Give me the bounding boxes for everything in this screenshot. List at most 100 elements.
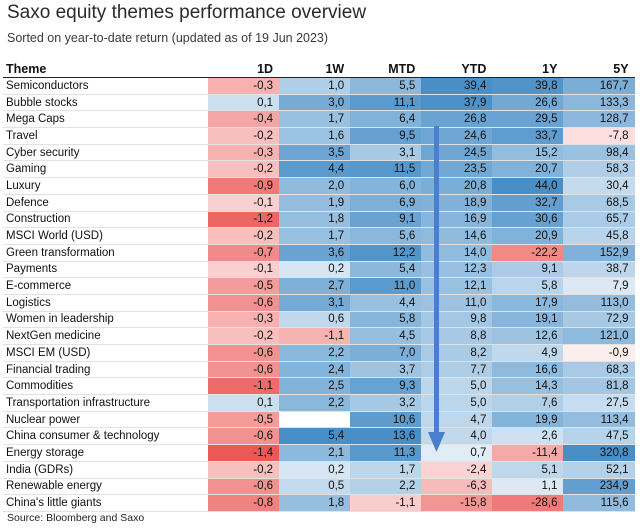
table-row: China consumer & technology -0,6 5,4 13,6 4,… [3, 428, 635, 446]
value-cell: -7,8 [563, 128, 635, 144]
table-row: Mega Caps -0,4 1,7 6,4 26,8 29,5 128,7 [3, 111, 635, 129]
value-cell: 9,8 [421, 311, 493, 328]
value-cell: 3,5 [279, 144, 351, 161]
value-cell: 47,5 [563, 428, 635, 445]
value-cell: -0,2 [208, 128, 280, 144]
value-cell: 16,9 [421, 211, 493, 228]
value-cell: 121,0 [563, 328, 635, 344]
value-cell: 167,7 [563, 78, 635, 94]
value-cell: 2,4 [279, 361, 351, 378]
value-cell: -2,4 [421, 461, 493, 478]
value-cell: 2,2 [279, 345, 351, 361]
column-header: 5Y [613, 61, 629, 76]
value-cell: -0,9 [563, 345, 635, 361]
value-cell: 3,1 [350, 144, 422, 161]
value-cell: -1,4 [208, 445, 280, 461]
value-cell: 4,5 [350, 328, 422, 344]
theme-name: Cyber security [6, 146, 80, 159]
value-cell: 68,5 [563, 194, 635, 211]
value-cell: 1,7 [279, 111, 351, 128]
theme-name: Commodities [6, 380, 74, 393]
table-row: Renewable energy -0,6 0,5 2,2 -6,3 1,1 234,9 [3, 478, 635, 496]
value-cell: 16,6 [492, 361, 564, 378]
theme-name: Gaming [6, 163, 47, 176]
value-cell: -0,8 [208, 495, 280, 511]
theme-name: Semiconductors [6, 79, 89, 92]
value-cell: -0,2 [208, 461, 280, 478]
value-cell: 7,9 [563, 278, 635, 294]
value-cell: 12,3 [421, 261, 493, 278]
value-cell: -0,6 [208, 428, 280, 445]
value-cell: 65,7 [563, 211, 635, 228]
value-cell: 11,5 [350, 161, 422, 178]
value-cell: -0,1 [208, 261, 280, 278]
table-row: Defence -0,1 1,9 6,9 18,9 32,7 68,5 [3, 194, 635, 212]
value-cell: 20,7 [492, 161, 564, 178]
value-cell: -0,5 [208, 411, 280, 428]
value-cell: 9,5 [350, 128, 422, 144]
value-cell: -0,3 [208, 311, 280, 328]
value-cell: 3,1 [279, 294, 351, 311]
column-header: 1Y [542, 61, 558, 76]
table-row: Energy storage -1,4 2,1 11,3 0,7 -11,4 320,8 [3, 445, 635, 462]
value-cell: -0,1 [208, 194, 280, 211]
value-cell: 1,7 [350, 461, 422, 478]
table-row: Financial trading -0,6 2,4 3,7 7,7 16,6 68,3 [3, 361, 635, 379]
value-cell: 4,4 [350, 294, 422, 311]
value-cell: 6,9 [350, 194, 422, 211]
table-row: China's little giants -0,8 1,8 -1,1 -15,8 -28… [3, 495, 635, 512]
value-cell [279, 412, 350, 428]
value-cell: 9,1 [492, 261, 564, 278]
value-cell: -0,4 [208, 111, 280, 128]
value-cell: 1,8 [279, 495, 351, 511]
theme-name: Payments [6, 263, 58, 276]
value-cell: 39,8 [492, 78, 564, 94]
table-row: Green transformation -0,7 3,6 12,2 14,0 -22,2… [3, 244, 635, 262]
value-cell: 133,3 [563, 94, 635, 111]
theme-name: Mega Caps [6, 113, 65, 126]
value-cell: 2,2 [279, 395, 351, 411]
column-header: Theme [6, 61, 47, 76]
value-cell: -0,3 [208, 144, 280, 161]
value-cell: -0,5 [208, 278, 280, 294]
value-cell: 1,9 [279, 194, 351, 211]
value-cell: 9,3 [350, 378, 422, 395]
value-cell: -6,3 [421, 478, 493, 495]
column-header: 1D [257, 61, 274, 76]
table-row: Construction -1,2 1,8 9,1 16,9 30,6 65,7 [3, 211, 635, 229]
value-cell: 4,9 [492, 345, 564, 361]
value-cell: 5,4 [279, 428, 351, 445]
theme-name: China's little giants [6, 497, 102, 510]
value-cell: 1,7 [279, 228, 351, 244]
theme-name: Defence [6, 196, 49, 209]
value-cell: 2,0 [279, 178, 351, 194]
value-cell: 13,6 [350, 428, 422, 445]
value-cell: 113,4 [563, 411, 635, 428]
value-cell: 3,6 [279, 244, 351, 261]
performance-table: Theme 1D 1W MTD YTD 1Y 5Y Semiconductors -0,3 1,… [3, 60, 635, 512]
value-cell: 4,4 [279, 161, 351, 178]
theme-name: Construction [6, 213, 71, 226]
value-cell: 234,9 [563, 478, 635, 495]
value-cell: 5,8 [492, 278, 564, 294]
table-row: Logistics -0,6 3,1 4,4 11,0 17,9 113,0 [3, 294, 635, 312]
value-cell: -0,6 [208, 361, 280, 378]
value-cell: 19,1 [492, 311, 564, 328]
value-cell: -1,1 [350, 495, 422, 511]
table-row: Bubble stocks 0,1 3,0 11,1 37,9 26,6 133,3 [3, 94, 635, 112]
value-cell: -1,2 [208, 211, 280, 228]
table-row: E-commerce -0,5 2,7 11,0 12,1 5,8 7,9 [3, 278, 635, 295]
table-header-row: Theme 1D 1W MTD YTD 1Y 5Y [3, 60, 635, 78]
value-cell: -11,4 [492, 445, 564, 461]
theme-name: Bubble stocks [6, 96, 78, 109]
value-cell: 3,0 [279, 94, 351, 111]
theme-name: Logistics [6, 296, 51, 309]
table-row: Cyber security -0,3 3,5 3,1 24,5 15,2 98,4 [3, 144, 635, 162]
value-cell: 58,3 [563, 161, 635, 178]
source-note: Source: Bloomberg and Saxo [7, 512, 145, 524]
value-cell: 5,4 [350, 261, 422, 278]
value-cell: 8,2 [421, 345, 493, 361]
value-cell: 11,3 [350, 445, 422, 461]
value-cell: 30,4 [563, 178, 635, 194]
value-cell: 44,0 [492, 178, 564, 194]
